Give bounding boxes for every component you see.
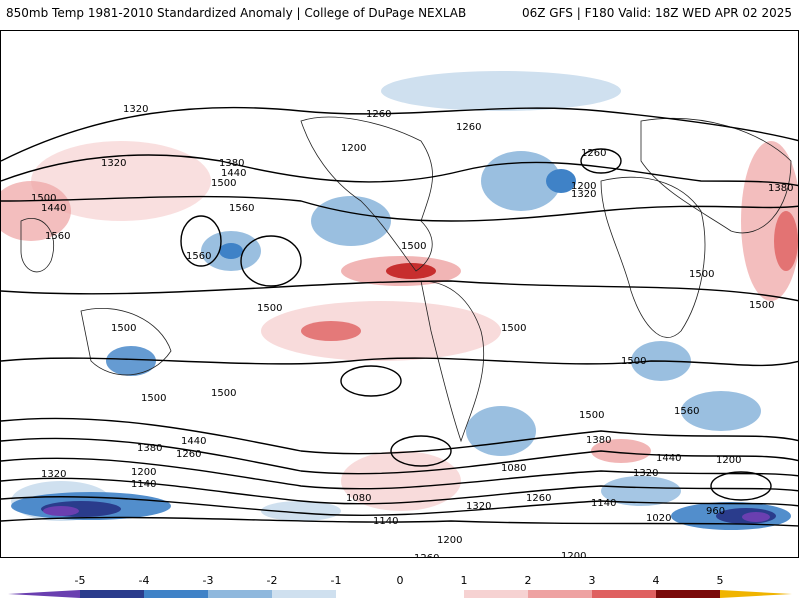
colorbar-segment bbox=[144, 590, 208, 598]
contour-label: 1500 bbox=[111, 323, 136, 334]
contour-label: 1260 bbox=[176, 449, 201, 460]
colorbar-segment bbox=[272, 590, 336, 598]
contour-label: 1500 bbox=[257, 303, 282, 314]
contour-label: 1500 bbox=[749, 300, 774, 311]
map-title: 850mb Temp 1981-2010 Standardized Anomal… bbox=[6, 6, 467, 20]
contour-label: 1080 bbox=[501, 463, 526, 474]
contour-label: 1440 bbox=[41, 203, 66, 214]
contour-label: 1560 bbox=[674, 406, 699, 417]
colorbar-segment bbox=[592, 590, 656, 598]
model-run-info: 06Z GFS | F180 Valid: 18Z WED APR 02 202… bbox=[521, 6, 792, 20]
contour-label: 1560 bbox=[229, 203, 254, 214]
height-contours bbox=[1, 106, 798, 527]
contour-label: 1320 bbox=[571, 189, 596, 200]
colorbar-tick: 2 bbox=[524, 574, 532, 587]
contour-label: 1320 bbox=[101, 158, 126, 169]
contour-label: 960 bbox=[706, 506, 725, 517]
contour-label: 1140 bbox=[131, 479, 156, 490]
contour-label: 1560 bbox=[45, 231, 70, 242]
colorbar-tick: -1 bbox=[330, 574, 342, 587]
contour-label: 1500 bbox=[401, 241, 426, 252]
coastlines bbox=[20, 116, 792, 443]
contour-label: 1440 bbox=[656, 453, 681, 464]
contour-label: 1380 bbox=[586, 435, 611, 446]
contour-label: 1260 bbox=[414, 553, 439, 558]
colorbar-tick: 5 bbox=[716, 574, 724, 587]
contour-label: 1140 bbox=[373, 516, 398, 527]
contour-label: 1500 bbox=[31, 193, 56, 204]
colorbar-segment bbox=[336, 590, 464, 598]
colorbar-tick: -4 bbox=[138, 574, 150, 587]
colorbar-tick: -5 bbox=[74, 574, 86, 587]
colorbar-segment bbox=[8, 590, 80, 598]
contour-label: 1500 bbox=[579, 410, 604, 421]
colorbar-tick: 4 bbox=[652, 574, 660, 587]
colorbar-segment bbox=[464, 590, 528, 598]
anomaly-shading bbox=[1, 31, 798, 557]
colorbar-tick: 3 bbox=[588, 574, 596, 587]
contour-label: 1200 bbox=[131, 467, 156, 478]
contour-label: 1260 bbox=[456, 122, 481, 133]
contour-label: 1200 bbox=[716, 455, 741, 466]
contour-label: 1320 bbox=[41, 469, 66, 480]
colorbar-tick: 0 bbox=[396, 574, 404, 587]
anomaly-map: 1320 1260 1260 1200 1320 1380 1440 1500 … bbox=[0, 30, 799, 558]
colorbar-graphic bbox=[8, 590, 792, 598]
colorbar-tick: -3 bbox=[202, 574, 214, 587]
contour-label: 1200 bbox=[571, 181, 596, 192]
contour-label: 1260 bbox=[581, 148, 606, 159]
contour-label: 1560 bbox=[186, 251, 211, 262]
contour-label: 1200 bbox=[341, 143, 366, 154]
colorbar-tick: -2 bbox=[266, 574, 278, 587]
contour-label: 1500 bbox=[141, 393, 166, 404]
contour-label: 1320 bbox=[633, 468, 658, 479]
contour-label: 1380 bbox=[137, 443, 162, 454]
contour-label: 1500 bbox=[621, 356, 646, 367]
colorbar-segment bbox=[80, 590, 144, 598]
colorbar-segment bbox=[528, 590, 592, 598]
anomaly-colorbar bbox=[0, 568, 800, 600]
chart-header: 850mb Temp 1981-2010 Standardized Anomal… bbox=[0, 0, 800, 30]
contour-label: 1080 bbox=[346, 493, 371, 504]
colorbar-segment bbox=[208, 590, 272, 598]
contour-label: 1260 bbox=[366, 109, 391, 120]
contour-label: 1440 bbox=[181, 436, 206, 447]
contour-label: 1140 bbox=[591, 498, 616, 509]
anomaly-map-canvas: 1320 1260 1260 1200 1320 1380 1440 1500 … bbox=[1, 31, 798, 558]
contour-label: 1200 bbox=[437, 535, 462, 546]
contour-label: 1380 bbox=[219, 158, 244, 169]
colorbar-tick: 1 bbox=[460, 574, 468, 587]
colorbar-segment bbox=[656, 590, 720, 598]
contour-label: 1500 bbox=[211, 388, 236, 399]
contour-label: 1500 bbox=[689, 269, 714, 280]
contour-label: 1440 bbox=[221, 168, 246, 179]
contour-label: 1200 bbox=[561, 551, 586, 558]
contour-label: 1500 bbox=[501, 323, 526, 334]
contour-label: 1320 bbox=[123, 104, 148, 115]
contour-labels: 1320 1260 1260 1200 1320 1380 1440 1500 … bbox=[31, 104, 793, 558]
colorbar-segment bbox=[720, 590, 792, 598]
contour-label: 1380 bbox=[768, 183, 793, 194]
contour-label: 1500 bbox=[211, 178, 236, 189]
contour-label: 1020 bbox=[646, 513, 671, 524]
contour-label: 1320 bbox=[466, 501, 491, 512]
contour-label: 1260 bbox=[526, 493, 551, 504]
